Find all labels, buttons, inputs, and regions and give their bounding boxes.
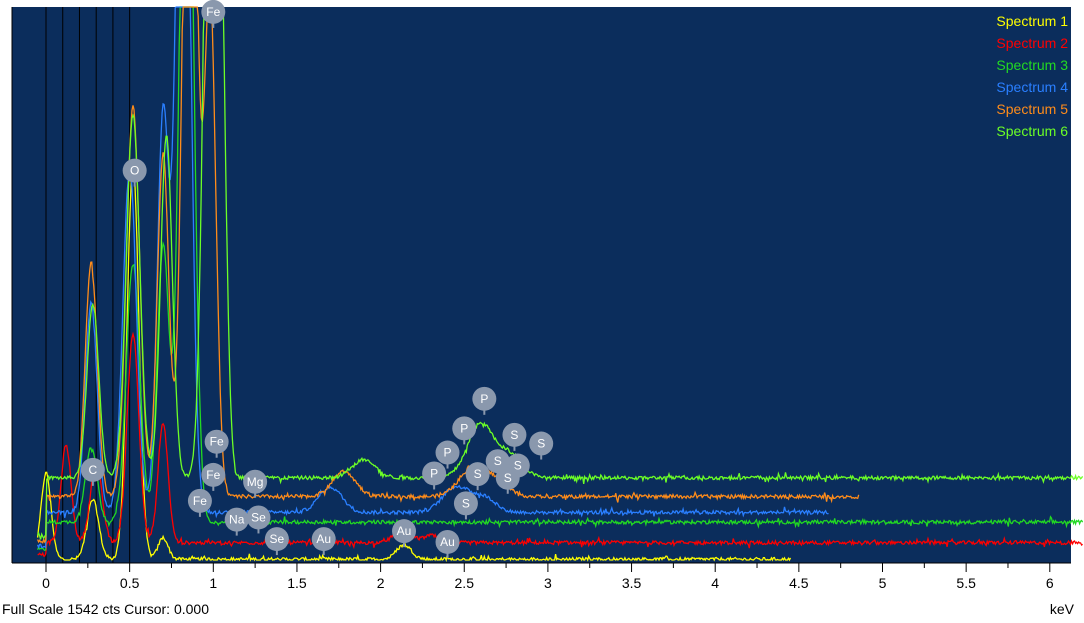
legend-entry-1: Spectrum 1 bbox=[996, 13, 1068, 29]
element-label-s: S bbox=[462, 496, 470, 510]
element-label-bubble[interactable] bbox=[246, 505, 271, 530]
element-label-bubble[interactable] bbox=[495, 465, 520, 490]
element-label-bubble[interactable] bbox=[187, 488, 212, 513]
element-label-p: P bbox=[460, 421, 468, 435]
element-label-fe: Fe bbox=[210, 435, 224, 449]
element-label-bubble[interactable] bbox=[201, 0, 226, 24]
legend-entry-6: Spectrum 6 bbox=[996, 123, 1068, 139]
element-label-s: S bbox=[514, 459, 522, 473]
x-axis-unit: keV bbox=[1049, 601, 1074, 617]
element-label-bubble[interactable] bbox=[502, 422, 527, 447]
x-tick-label: 3 bbox=[544, 575, 552, 591]
element-label-bubble[interactable] bbox=[435, 440, 460, 465]
element-label-bubble[interactable] bbox=[122, 158, 147, 183]
x-tick-label: 0.5 bbox=[120, 575, 140, 591]
element-label-p: P bbox=[444, 446, 452, 460]
x-tick-label: 4.5 bbox=[789, 575, 809, 591]
x-tick-label: 3.5 bbox=[622, 575, 642, 591]
element-label-s: S bbox=[504, 471, 512, 485]
element-label-bubble[interactable] bbox=[311, 527, 336, 552]
full-scale-cursor-readout: Full Scale 1542 cts Cursor: 0.000 bbox=[2, 601, 209, 617]
element-label-p: P bbox=[480, 392, 488, 406]
plot-background bbox=[12, 7, 1071, 563]
x-tick-label: 2 bbox=[377, 575, 385, 591]
element-label-au: Au bbox=[316, 532, 331, 546]
x-tick-label: 0 bbox=[42, 575, 50, 591]
element-label-bubble[interactable] bbox=[435, 529, 460, 554]
element-label-bubble[interactable] bbox=[465, 462, 490, 487]
element-label-bubble[interactable] bbox=[452, 416, 477, 441]
element-label-bubble[interactable] bbox=[422, 461, 447, 486]
spectrum-line-5 bbox=[36, 6, 860, 544]
spectrum-line-1 bbox=[36, 162, 792, 563]
element-label-bubble[interactable] bbox=[392, 519, 417, 544]
element-label-bubble[interactable] bbox=[204, 429, 229, 454]
element-label-bubble[interactable] bbox=[472, 386, 497, 411]
element-label-bubble[interactable] bbox=[529, 431, 554, 456]
x-tick-label: 5.5 bbox=[956, 575, 976, 591]
element-label-bubble[interactable] bbox=[201, 462, 226, 487]
element-label-bubble[interactable] bbox=[224, 507, 249, 532]
element-label-s: S bbox=[537, 437, 545, 451]
element-label-na: Na bbox=[229, 513, 245, 527]
legend: Spectrum 1 Spectrum 2 Spectrum 3 Spectrum 4… bbox=[996, 10, 1068, 142]
x-tick-label: 5 bbox=[879, 575, 887, 591]
element-label-au: Au bbox=[397, 524, 412, 538]
element-label-c: C bbox=[89, 463, 98, 477]
element-label-bubble[interactable] bbox=[243, 469, 268, 494]
element-label-bubble[interactable] bbox=[80, 457, 105, 482]
legend-entry-3: Spectrum 3 bbox=[996, 57, 1068, 73]
element-label-bubble[interactable] bbox=[264, 527, 289, 552]
legend-entry-4: Spectrum 4 bbox=[996, 79, 1068, 95]
element-label-bubble[interactable] bbox=[453, 491, 478, 516]
x-tick-label: 1 bbox=[209, 575, 217, 591]
element-label-p: P bbox=[430, 466, 438, 480]
element-label-fe: Fe bbox=[193, 494, 207, 508]
element-label-fe: Fe bbox=[206, 5, 220, 19]
x-tick-label: 6 bbox=[1046, 575, 1054, 591]
element-label-fe: Fe bbox=[206, 468, 220, 482]
element-label-o: O bbox=[130, 164, 139, 178]
element-label-se: Se bbox=[270, 532, 285, 546]
element-label-se: Se bbox=[251, 510, 266, 524]
legend-entry-5: Spectrum 5 bbox=[996, 101, 1068, 117]
x-tick-label: 2.5 bbox=[455, 575, 475, 591]
spectrum-line-3 bbox=[36, 6, 1084, 552]
spectrum-line-2 bbox=[37, 331, 1084, 557]
x-tick-label: 4 bbox=[711, 575, 719, 591]
element-label-s: S bbox=[494, 454, 502, 468]
element-label-mg: Mg bbox=[247, 475, 264, 489]
x-tick-label: 1.5 bbox=[287, 575, 307, 591]
element-label-au: Au bbox=[440, 535, 455, 549]
legend-entry-2: Spectrum 2 bbox=[996, 35, 1068, 51]
element-label-s: S bbox=[510, 428, 518, 442]
element-label-s: S bbox=[474, 467, 482, 481]
